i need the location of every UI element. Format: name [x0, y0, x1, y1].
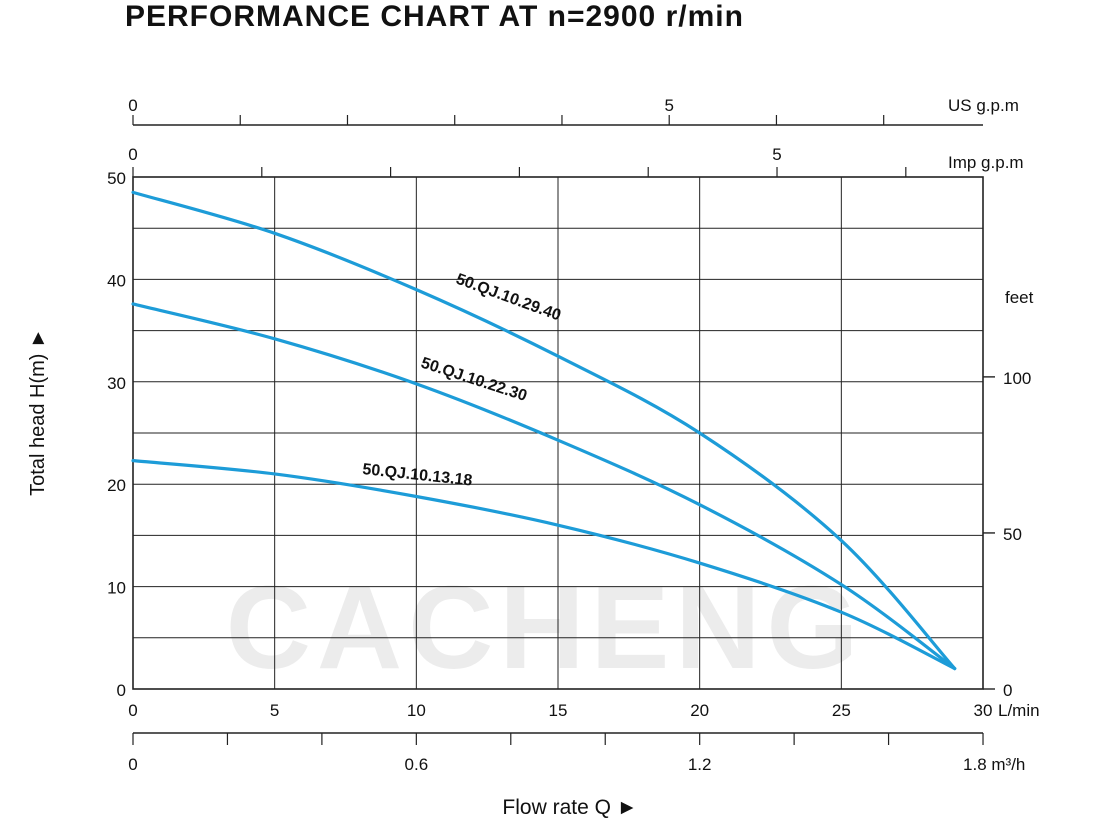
y-axis-title: Total head H(m) ►	[27, 328, 49, 496]
curve-50.QJ.10.29.40	[131, 190, 957, 671]
us-gpm-tick-label: 0	[128, 96, 137, 115]
curve-50.QJ.10.13.18	[131, 459, 957, 671]
x-tick-label: 20	[690, 701, 709, 720]
x-tick-label: 15	[549, 701, 568, 720]
imp-gpm-tick-label: 0	[128, 145, 137, 164]
m3h-tick-label: 0	[128, 755, 137, 774]
chart-curves	[131, 190, 957, 671]
x-axis-unit: L/min	[998, 701, 1040, 720]
curve-label: 50.QJ.10.13.18	[362, 461, 474, 489]
feet-tick-label: 0	[1003, 681, 1012, 700]
y-tick-label: 40	[107, 271, 126, 290]
x-axis-title: Flow rate Q ►	[502, 796, 637, 819]
y-tick-label: 20	[107, 476, 126, 495]
curve-50.QJ.10.22.30	[131, 302, 957, 671]
curve-label: 50.QJ.10.22.30	[419, 355, 529, 405]
us-gpm-tick-label: 5	[664, 96, 673, 115]
m3h-tick-label: 0.6	[405, 755, 429, 774]
x-tick-label: 25	[832, 701, 851, 720]
imp-gpm-unit: Imp g.p.m	[948, 153, 1024, 172]
x-tick-label: 5	[270, 701, 279, 720]
y-tick-label: 30	[107, 374, 126, 393]
x-tick-label: 0	[128, 701, 137, 720]
plot-frame	[132, 176, 984, 690]
x-tick-label: 10	[407, 701, 426, 720]
y-tick-label: 50	[107, 169, 126, 188]
us-gpm-unit: US g.p.m	[948, 96, 1019, 115]
y-tick-label: 10	[107, 579, 126, 598]
imp-gpm-tick-label: 5	[772, 145, 781, 164]
watermark-text: CACHENG	[226, 562, 865, 694]
feet-unit: feet	[1005, 288, 1034, 307]
x-tick-label: 30	[974, 701, 993, 720]
chart-title: PERFORMANCE CHART AT n=2900 r/min	[125, 0, 744, 33]
feet-tick-label: 50	[1003, 525, 1022, 544]
curve-label: 50.QJ.10.29.40	[454, 271, 564, 325]
m3h-tick-label: 1.8 m³/h	[963, 755, 1025, 774]
chart-axes	[132, 115, 995, 745]
m3h-tick-label: 1.2	[688, 755, 712, 774]
feet-tick-label: 100	[1003, 369, 1031, 388]
chart-grid	[132, 176, 984, 690]
y-tick-label: 0	[117, 681, 126, 700]
